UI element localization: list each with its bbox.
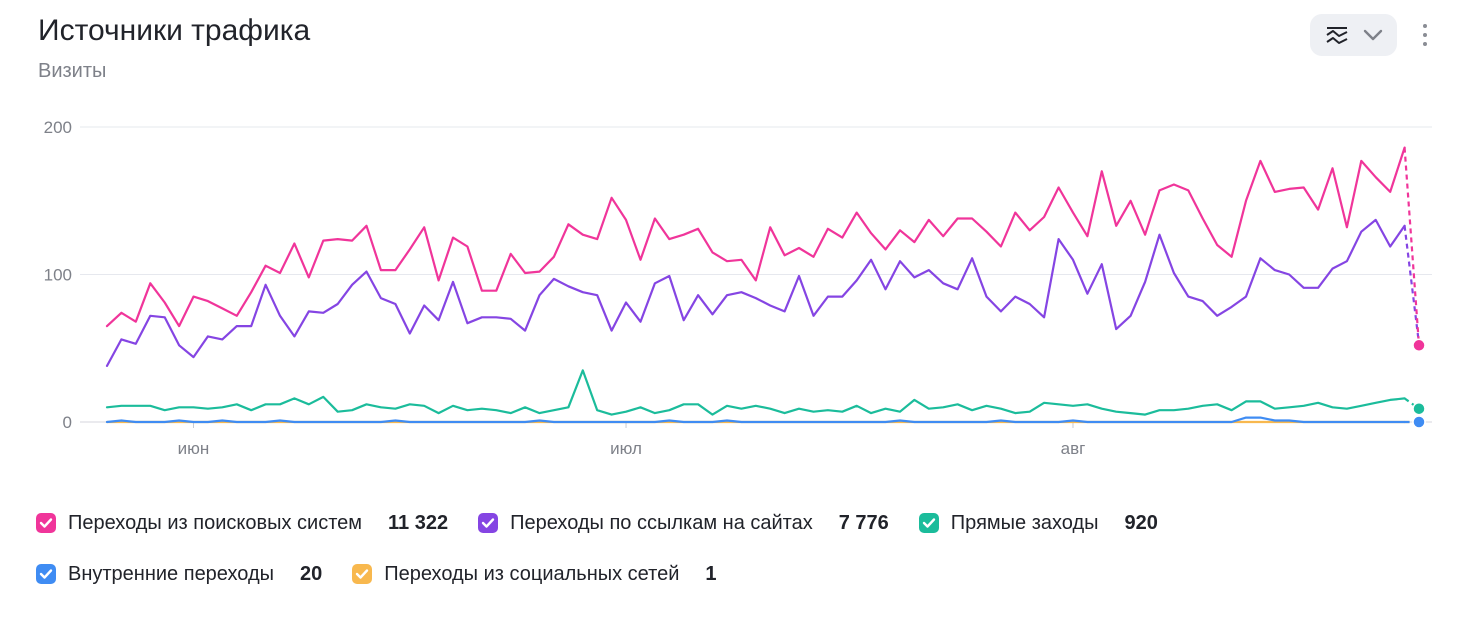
chevron-down-icon	[1363, 29, 1383, 41]
legend-total-value: 1	[705, 562, 717, 585]
legend-item[interactable]: Переходы из социальных сетей 1	[352, 562, 717, 586]
x-tick-label: авг	[1061, 439, 1086, 458]
series-partial-segment	[1403, 397, 1420, 410]
legend-total-value: 20	[300, 562, 323, 585]
series-line	[105, 146, 1406, 328]
legend-item[interactable]: Прямые заходы 920	[918, 511, 1158, 535]
legend-total-value: 7 776	[838, 511, 889, 534]
checkbox-checked-icon[interactable]	[918, 513, 939, 533]
legend-label: Переходы из поисковых систем	[68, 511, 363, 534]
checkbox-checked-icon[interactable]	[36, 513, 56, 533]
legend-item[interactable]: Внутренние переходы 20	[36, 563, 322, 586]
series-end-point	[1412, 401, 1426, 416]
series-partial-segment	[1403, 147, 1421, 346]
legend-total-value: 920	[1124, 511, 1158, 534]
checkbox-checked-icon[interactable]	[478, 513, 499, 533]
y-tick-label: 100	[44, 266, 72, 285]
legend-total-value: 11 322	[388, 511, 449, 534]
series-partial-segment	[1403, 225, 1421, 344]
page-title: Источники трафика	[38, 14, 311, 47]
series-end-point	[1412, 415, 1426, 429]
legend-label: Переходы по ссылкам на сайтах	[510, 511, 813, 534]
legend-label: Переходы из социальных сетей	[384, 562, 680, 585]
x-tick-label: июн	[178, 439, 210, 458]
metric-subtitle: Визиты	[38, 60, 107, 82]
legend-item[interactable]: Переходы из поисковых систем 11 322	[36, 512, 448, 535]
series-line	[105, 416, 1406, 424]
chart-type-dropdown[interactable]	[1310, 14, 1397, 56]
legend-label: Внутренние переходы	[68, 562, 274, 585]
line-chart-icon	[1325, 24, 1349, 46]
y-tick-label: 200	[44, 118, 72, 137]
more-vertical-icon[interactable]	[1412, 18, 1438, 52]
checkbox-checked-icon[interactable]	[36, 564, 56, 584]
y-tick-label: 0	[63, 413, 72, 432]
series-line	[105, 218, 1406, 367]
legend-item[interactable]: Переходы по ссылкам на сайтах 7 776	[478, 512, 889, 535]
checkbox-checked-icon[interactable]	[352, 564, 373, 584]
chart-legend: Переходы из поисковых систем 11 322 Перехо…	[36, 505, 1436, 607]
series-end-point	[1412, 338, 1426, 353]
legend-label: Прямые заходы	[950, 511, 1099, 534]
series-line	[105, 369, 1406, 416]
x-tick-label: июл	[610, 439, 642, 458]
line-chart: 0100200июниюлавгсен	[44, 118, 1432, 458]
